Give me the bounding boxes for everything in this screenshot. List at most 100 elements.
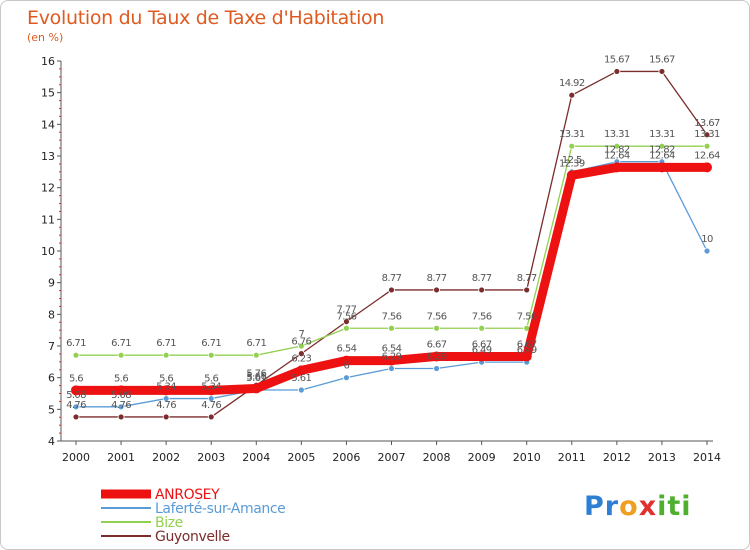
proxiti-logo[interactable]: Proxiti (584, 491, 692, 522)
data-label: 12.64 (604, 150, 630, 161)
data-point (341, 355, 352, 366)
y-tick-label: 9 (48, 277, 55, 290)
data-label: 5.76 (246, 368, 266, 379)
logo-letter: x (638, 491, 658, 522)
data-label: 7.56 (336, 311, 356, 322)
data-point (433, 286, 440, 294)
data-label: 4.76 (66, 400, 86, 411)
data-label: 5.6 (114, 373, 128, 384)
data-point (162, 351, 170, 359)
data-point (703, 142, 711, 150)
data-label: 13.67 (694, 118, 720, 129)
data-label: 5.66 (246, 371, 266, 382)
data-point (658, 68, 666, 75)
data-label: 8.77 (472, 273, 492, 284)
data-label: 7 (298, 329, 304, 340)
data-point (252, 351, 260, 359)
data-label: 6.54 (336, 344, 356, 355)
data-point (343, 374, 350, 382)
chart-unit: (en %) (27, 31, 64, 44)
y-tick-label: 14 (41, 118, 55, 131)
data-point (568, 142, 576, 150)
logo-letter: o (619, 491, 639, 522)
data-label: 6.49 (472, 345, 492, 356)
data-label: 5.08 (66, 390, 86, 401)
x-tick-label: 2008 (423, 451, 451, 464)
legend-label: Laferté-sur-Amance (155, 501, 285, 517)
y-tick-label: 11 (41, 213, 55, 226)
data-label: 4.76 (201, 400, 221, 411)
data-label: 6.29 (427, 351, 447, 362)
data-point (433, 365, 440, 372)
data-point (72, 403, 80, 411)
data-point (251, 383, 262, 394)
data-label: 13.31 (649, 129, 675, 140)
data-label: 5.08 (111, 390, 131, 401)
data-point (566, 170, 577, 181)
data-label: 7.56 (382, 311, 402, 322)
x-tick-label: 2002 (152, 451, 180, 464)
data-label: 5.34 (201, 382, 221, 393)
y-tick-label: 12 (41, 182, 55, 195)
data-label: 6.23 (291, 353, 311, 364)
data-point (702, 162, 712, 173)
data-point (613, 142, 621, 150)
data-label: 6.67 (517, 339, 537, 350)
y-tick-label: 15 (41, 87, 55, 100)
data-label: 7.56 (427, 311, 447, 322)
data-label: 13.31 (604, 129, 630, 140)
data-point (478, 286, 486, 294)
data-label: 7.77 (336, 305, 356, 316)
logo-letter: P (584, 491, 605, 522)
data-point (431, 351, 442, 362)
x-tick-label: 2007 (378, 451, 406, 464)
data-point (568, 91, 576, 99)
data-label: 6.67 (472, 339, 492, 350)
x-tick-label: 2010 (513, 451, 541, 464)
data-point (476, 351, 487, 362)
y-tick-label: 13 (41, 150, 55, 163)
data-point (117, 351, 125, 359)
data-label: 12.39 (559, 158, 585, 169)
y-tick-label: 5 (48, 403, 55, 416)
data-label: 8.77 (517, 273, 537, 284)
data-point (297, 386, 305, 394)
data-label: 4.76 (111, 400, 131, 411)
chart-title: Evolution du Taux de Taxe d'Habitation (27, 7, 385, 29)
x-tick-label: 2001 (107, 451, 135, 464)
data-point (521, 351, 532, 362)
x-tick-label: 2004 (242, 451, 270, 464)
data-label: 6.54 (382, 344, 402, 355)
x-tick-label: 2012 (603, 451, 631, 464)
data-label: 7.56 (472, 311, 492, 322)
data-point (611, 162, 622, 173)
data-label: 13.31 (694, 129, 720, 140)
x-tick-label: 2006 (332, 451, 360, 464)
legend-label: Bize (155, 515, 183, 531)
data-point (207, 351, 215, 359)
data-label: 12.64 (694, 150, 720, 161)
data-label: 6.71 (201, 338, 221, 349)
data-label: 14.92 (559, 78, 585, 89)
data-label: 15.67 (649, 54, 675, 65)
x-tick-label: 2003 (197, 451, 225, 464)
data-label: 5.61 (291, 373, 311, 384)
data-point (72, 413, 80, 421)
data-label: 12.82 (649, 145, 675, 156)
y-tick-label: 6 (48, 372, 55, 385)
data-label: 12.82 (604, 145, 630, 156)
data-label: 7.56 (517, 311, 537, 322)
data-label: 4.76 (156, 400, 176, 411)
data-label: 13.31 (559, 129, 585, 140)
data-label: 5.6 (159, 373, 173, 384)
data-point (71, 385, 81, 396)
data-label: 6.71 (246, 338, 266, 349)
data-label: 6 (344, 361, 350, 372)
data-point (297, 342, 305, 350)
data-point (433, 324, 440, 332)
y-tick-label: 16 (41, 55, 55, 68)
legend-label: Guyonvelle (155, 529, 230, 545)
data-label: 5.61 (246, 373, 266, 384)
